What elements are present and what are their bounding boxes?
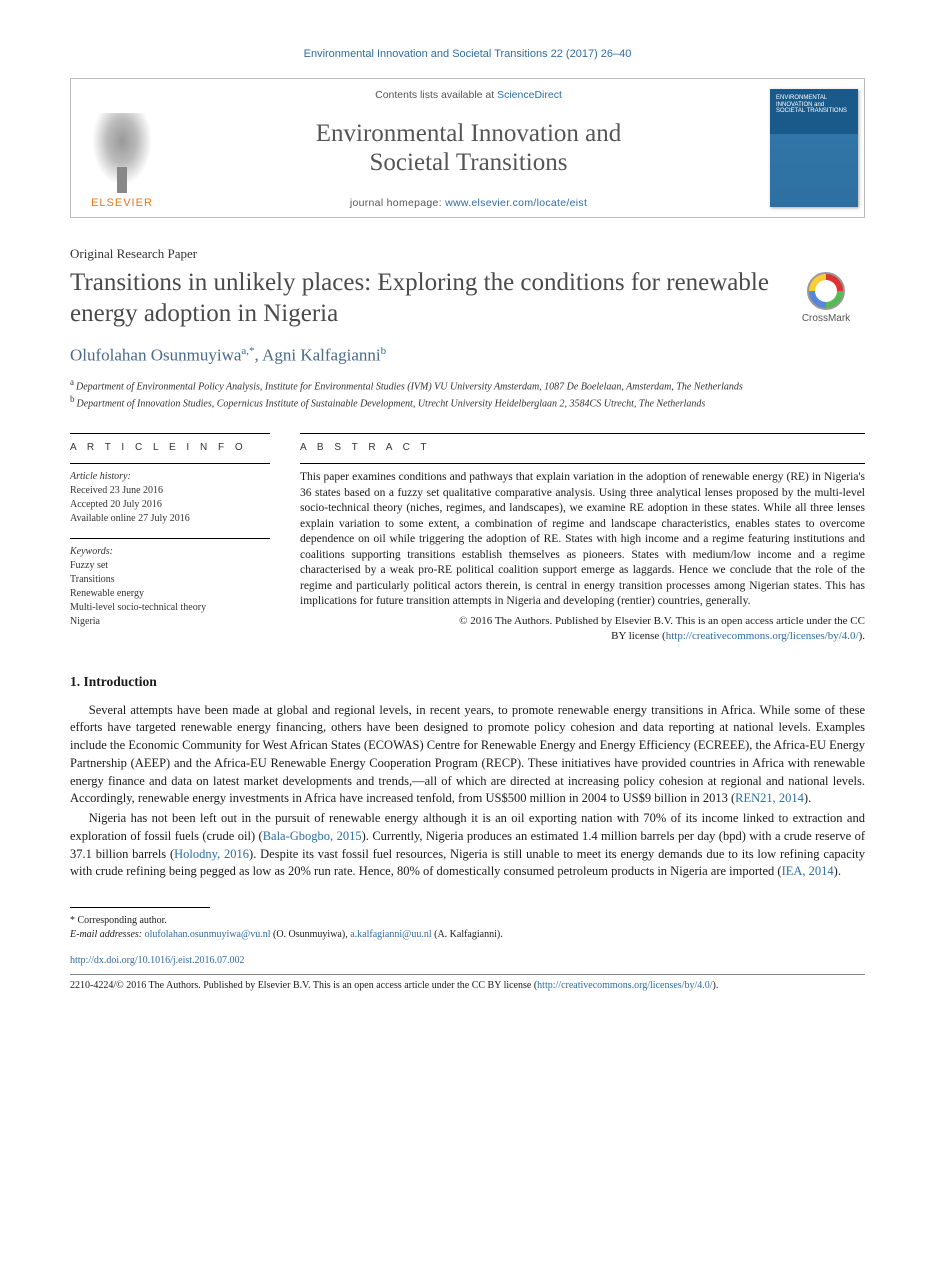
intro-paragraph-1: Several attempts have been made at globa… [70, 702, 865, 809]
p1-text-b: ). [804, 791, 811, 805]
author-2-sup: b [381, 345, 387, 357]
journal-name-line1: Environmental Innovation and [316, 120, 621, 147]
banner-center: Contents lists available at ScienceDirec… [173, 79, 764, 217]
crossmark-icon [807, 272, 845, 310]
email1-who: (O. Osunmuyiwa), [270, 929, 350, 940]
history-accepted: Accepted 20 July 2016 [70, 499, 162, 510]
keyword-4: Nigeria [70, 616, 100, 627]
ref-bala-gbogbo-2015[interactable]: Bala-Gbogbo, 2015 [263, 829, 362, 843]
journal-name-line2: Societal Transitions [370, 149, 568, 176]
article-info-heading: A R T I C L E I N F O [70, 433, 270, 453]
journal-cover-thumbnail: ENVIRONMENTAL INNOVATION and SOCIETAL TR… [770, 89, 858, 207]
publisher-logo-block: ELSEVIER [71, 79, 173, 217]
crossmark-label: CrossMark [802, 313, 850, 324]
abstract-body: This paper examines conditions and pathw… [300, 463, 865, 610]
keyword-3: Multi-level socio-technical theory [70, 602, 206, 613]
elsevier-wordmark: ELSEVIER [91, 197, 153, 209]
journal-homepage-line: journal homepage: www.elsevier.com/locat… [181, 197, 756, 209]
contents-available-line: Contents lists available at ScienceDirec… [181, 89, 756, 101]
email-addresses-line: E-mail addresses: olufolahan.osunmuyiwa@… [70, 928, 865, 942]
cover-thumb-container: ENVIRONMENTAL INNOVATION and SOCIETAL TR… [764, 79, 864, 217]
copyright-line2-suffix: ). [859, 630, 865, 642]
history-received: Received 23 June 2016 [70, 485, 163, 496]
doi-block: http://dx.doi.org/10.1016/j.eist.2016.07… [70, 954, 865, 993]
crossmark-badge[interactable]: CrossMark [787, 272, 865, 324]
journal-name: Environmental Innovation and Societal Tr… [181, 120, 756, 178]
ref-ren21-2014[interactable]: REN21, 2014 [735, 791, 804, 805]
affiliation-b-text: Department of Innovation Studies, Copern… [77, 399, 706, 410]
footer-cc-link[interactable]: http://creativecommons.org/licenses/by/4… [537, 980, 712, 991]
author-1-sup: a,* [241, 345, 254, 357]
author-1-name: Olufolahan Osunmuyiwa [70, 346, 241, 365]
article-info-column: A R T I C L E I N F O Article history: R… [70, 433, 270, 643]
affiliation-a: aDepartment of Environmental Policy Anal… [70, 376, 865, 394]
author-2-email-link[interactable]: a.kalfagianni@uu.nl [350, 929, 431, 940]
article-history-block: Article history: Received 23 June 2016 A… [70, 463, 270, 526]
abstract-column: A B S T R A C T This paper examines cond… [300, 433, 865, 643]
keywords-label: Keywords: [70, 546, 113, 557]
author-sep: , [255, 346, 263, 365]
ref-iea-2014[interactable]: IEA, 2014 [782, 864, 834, 878]
author-1-email-link[interactable]: olufolahan.osunmuyiwa@vu.nl [145, 929, 271, 940]
keyword-2: Renewable energy [70, 588, 144, 599]
issn-line-b: ). [713, 980, 719, 991]
cc-license-link[interactable]: http://creativecommons.org/licenses/by/4… [666, 630, 859, 642]
homepage-prefix: journal homepage: [350, 197, 445, 209]
keyword-1: Transitions [70, 574, 115, 585]
copyright-line2-prefix: BY license ( [611, 630, 666, 642]
contents-prefix: Contents lists available at [375, 89, 497, 101]
journal-banner: ELSEVIER Contents lists available at Sci… [70, 78, 865, 218]
history-online: Available online 27 July 2016 [70, 513, 190, 524]
paper-type: Original Research Paper [70, 246, 865, 262]
running-header: Environmental Innovation and Societal Tr… [70, 48, 865, 60]
affiliation-b: bDepartment of Innovation Studies, Coper… [70, 393, 865, 411]
keyword-0: Fuzzy set [70, 560, 108, 571]
email-label: E-mail addresses: [70, 929, 142, 940]
doi-link[interactable]: http://dx.doi.org/10.1016/j.eist.2016.07… [70, 955, 245, 966]
p1-text-a: Several attempts have been made at globa… [70, 703, 865, 806]
author-2-name: Agni Kalfagianni [262, 346, 381, 365]
corresponding-author-label: * Corresponding author. [70, 914, 865, 928]
cover-thumb-title: ENVIRONMENTAL INNOVATION and SOCIETAL TR… [776, 95, 852, 115]
copyright-line1: © 2016 The Authors. Published by Elsevie… [459, 615, 865, 627]
intro-paragraph-2: Nigeria has not been left out in the pur… [70, 810, 865, 881]
title-row: Transitions in unlikely places: Explorin… [70, 268, 865, 329]
affiliations: aDepartment of Environmental Policy Anal… [70, 376, 865, 412]
affiliation-a-text: Department of Environmental Policy Analy… [76, 381, 743, 392]
p2-text-d: ). [834, 864, 841, 878]
corresponding-author-block: * Corresponding author. E-mail addresses… [70, 914, 865, 942]
doi-separator [70, 974, 865, 975]
abstract-copyright: © 2016 The Authors. Published by Elsevie… [300, 614, 865, 644]
page: Environmental Innovation and Societal Tr… [0, 0, 935, 1033]
abstract-heading: A B S T R A C T [300, 433, 865, 453]
ref-holodny-2016[interactable]: Holodny, 2016 [174, 847, 249, 861]
article-history-label: Article history: [70, 471, 131, 482]
elsevier-tree-icon [87, 113, 157, 193]
issn-line-a: 2210-4224/© 2016 The Authors. Published … [70, 980, 537, 991]
journal-homepage-link[interactable]: www.elsevier.com/locate/eist [445, 197, 587, 209]
sciencedirect-link[interactable]: ScienceDirect [497, 89, 562, 101]
section-1-heading: 1. Introduction [70, 674, 865, 690]
paper-title: Transitions in unlikely places: Explorin… [70, 268, 773, 329]
authors-line: Olufolahan Osunmuyiwaa,*, Agni Kalfagian… [70, 345, 865, 366]
email2-who: (A. Kalfagianni). [432, 929, 503, 940]
keywords-block: Keywords: Fuzzy set Transitions Renewabl… [70, 538, 270, 629]
info-abstract-row: A R T I C L E I N F O Article history: R… [70, 433, 865, 643]
footnote-separator [70, 907, 210, 908]
